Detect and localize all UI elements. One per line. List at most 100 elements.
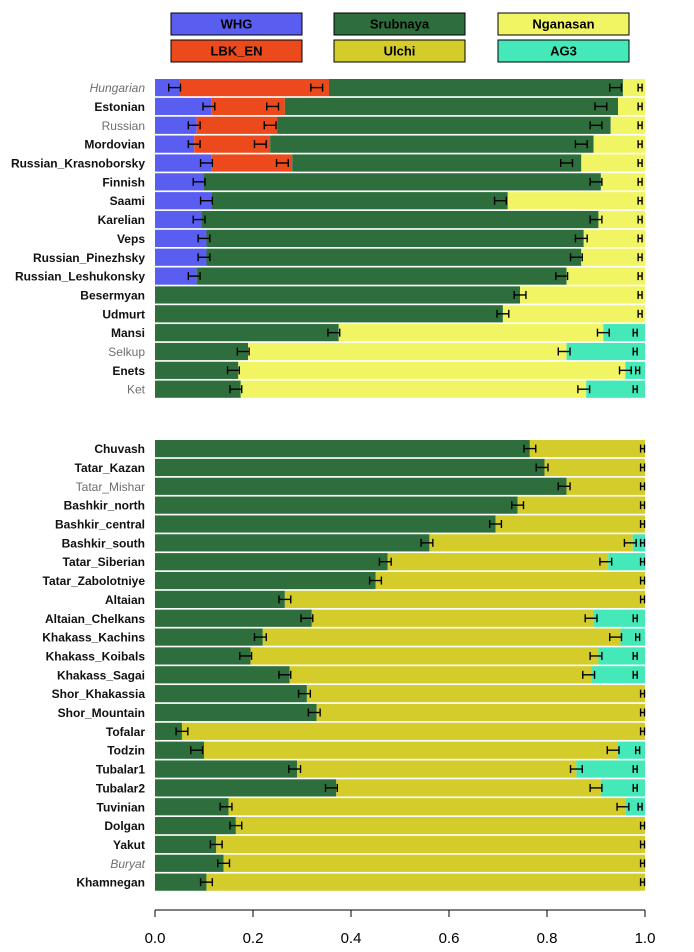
bar-row-altaian-chelkans bbox=[155, 609, 645, 627]
bar-row-russian bbox=[155, 116, 645, 134]
bar-segment-tuvinian-ulchi bbox=[228, 798, 626, 816]
error-bar-khakass-sagai-2 bbox=[632, 670, 638, 679]
bar-segment-tubalar2-srubnaya bbox=[155, 779, 337, 797]
x-tick-label-1: 0.2 bbox=[243, 930, 264, 947]
error-bar-khamnegan-0 bbox=[199, 878, 214, 887]
error-bar-karelian-0 bbox=[192, 215, 206, 224]
bar-row-shor-khakassia bbox=[155, 685, 646, 703]
bar-row-enets bbox=[155, 361, 645, 379]
bar-segment-mansi-nganasan bbox=[338, 324, 604, 342]
bar-segment-estonian-nganasan bbox=[618, 97, 645, 116]
bar-segment-saami-nganasan bbox=[507, 192, 645, 210]
bar-segment-ket-ag3 bbox=[586, 380, 645, 398]
bar-segment-ket-nganasan bbox=[240, 380, 587, 398]
bar-segment-tuvinian-srubnaya bbox=[155, 798, 229, 816]
row-label-russian-leshukonsky: Russian_Leshukonsky bbox=[15, 270, 145, 284]
error-bar-tubalar2-1 bbox=[589, 783, 603, 792]
error-bar-bashkir-north-0 bbox=[511, 501, 525, 510]
bar-row-tatar-zabolotniye bbox=[155, 571, 646, 590]
bar-segment-bashkir-central-srubnaya bbox=[155, 515, 496, 533]
bar-row-khamnegan bbox=[155, 873, 646, 891]
bar-segment-khakass-sagai-ag3 bbox=[591, 666, 645, 684]
bar-segment-finnish-whg bbox=[155, 173, 204, 191]
error-bar-khakass-koibals-1 bbox=[589, 651, 603, 660]
row-label-russian: Russian bbox=[102, 119, 145, 133]
row-label-dolgan: Dolgan bbox=[104, 819, 145, 833]
bar-segment-karelian-whg bbox=[155, 210, 202, 229]
bar-segment-shor-mountain-srubnaya bbox=[155, 703, 317, 722]
error-bar-hungarian-3 bbox=[637, 83, 643, 92]
bar-segment-mordovian-nganasan bbox=[593, 135, 645, 153]
error-bar-yakut-1 bbox=[639, 840, 646, 849]
error-bar-tatar-siberian-0 bbox=[378, 557, 392, 566]
bar-segment-khakass-koibals-ulchi bbox=[250, 647, 599, 665]
error-bar-tatar-mishar-0 bbox=[557, 482, 571, 491]
bar-row-veps bbox=[155, 229, 645, 247]
bar-row-tatar-siberian bbox=[155, 553, 646, 571]
x-tick-label-5: 1.0 bbox=[635, 930, 656, 947]
bar-segment-altaian-srubnaya bbox=[155, 590, 285, 608]
error-bar-bashkir-north-1 bbox=[639, 501, 646, 510]
bar-segment-yakut-ulchi bbox=[216, 835, 645, 854]
error-bar-selkup-1 bbox=[557, 347, 571, 356]
bar-segment-bashkir-north-ulchi bbox=[517, 496, 645, 514]
bar-segment-yakut-srubnaya bbox=[155, 835, 217, 854]
error-bar-khakass-sagai-1 bbox=[582, 670, 596, 679]
bar-row-hungarian bbox=[155, 79, 645, 97]
bar-segment-selkup-nganasan bbox=[248, 342, 567, 361]
bar-segment-khakass-sagai-ulchi bbox=[289, 666, 592, 684]
bar-segment-altaian-chelkans-srubnaya bbox=[155, 609, 312, 627]
error-bar-russian-2 bbox=[589, 121, 603, 130]
bar-row-dolgan bbox=[155, 817, 646, 835]
row-label-udmurt: Udmurt bbox=[102, 307, 145, 321]
bar-row-finnish bbox=[155, 173, 645, 191]
bar-segment-khakass-kachins-ulchi bbox=[262, 628, 621, 646]
error-bar-hungarian-0 bbox=[168, 83, 182, 92]
bar-segment-buryat-srubnaya bbox=[155, 854, 224, 872]
bar-segment-khamnegan-srubnaya bbox=[155, 873, 207, 891]
error-bar-besermyan-1 bbox=[637, 290, 643, 299]
error-bar-mansi-0 bbox=[327, 328, 341, 337]
bar-segment-mordovian-whg bbox=[155, 135, 195, 153]
bar-segment-khakass-koibals-srubnaya bbox=[155, 647, 251, 665]
error-bar-tubalar2-2 bbox=[632, 783, 638, 792]
bar-row-russian-pinezhsky bbox=[155, 248, 645, 266]
bars bbox=[155, 79, 646, 891]
bar-row-tubalar2 bbox=[155, 779, 645, 797]
bar-segment-veps-whg bbox=[155, 229, 207, 247]
bar-segment-selkup-srubnaya bbox=[155, 342, 249, 361]
error-bar-karelian-2 bbox=[637, 215, 643, 224]
error-bar-mordovian-3 bbox=[637, 140, 643, 149]
error-bar-tuvinian-1 bbox=[616, 802, 630, 811]
bar-segment-tofalar-srubnaya bbox=[155, 722, 182, 740]
error-bar-bashkir-central-1 bbox=[639, 520, 646, 528]
error-bar-altaian-0 bbox=[278, 595, 292, 604]
error-bar-ket-0 bbox=[229, 385, 243, 394]
bar-segment-altaian-chelkans-ag3 bbox=[593, 609, 645, 627]
error-bar-tofalar-1 bbox=[639, 727, 646, 736]
bar-segment-selkup-ag3 bbox=[566, 342, 645, 361]
error-bar-buryat-1 bbox=[639, 859, 646, 868]
legend-label-lbk-en: LBK_EN bbox=[210, 44, 262, 59]
bar-row-chuvash bbox=[155, 440, 646, 458]
error-bar-mordovian-0 bbox=[187, 140, 201, 149]
row-labels: Hungarian Estonian Russian Mordovian Russian… bbox=[11, 81, 146, 890]
bar-segment-karelian-srubnaya bbox=[201, 210, 599, 229]
bar-segment-russian-pinezhsky-whg bbox=[155, 248, 207, 266]
error-bar-enets-1 bbox=[618, 366, 632, 375]
legend-item-nganasan: Nganasan bbox=[497, 12, 630, 36]
legend-item-ulchi: Ulchi bbox=[333, 39, 466, 63]
error-bar-tofalar-0 bbox=[175, 727, 189, 736]
row-label-saami: Saami bbox=[110, 194, 145, 208]
bar-row-karelian bbox=[155, 210, 645, 229]
row-label-altaian: Altaian bbox=[105, 593, 145, 607]
error-bar-khakass-kachins-2 bbox=[634, 633, 641, 642]
error-bar-altaian-1 bbox=[639, 595, 646, 604]
error-bar-besermyan-0 bbox=[513, 290, 527, 299]
row-label-khakass-kachins: Khakass_Kachins bbox=[42, 631, 145, 645]
bar-row-altaian bbox=[155, 590, 646, 608]
bar-row-tatar-mishar bbox=[155, 477, 646, 495]
row-label-altaian-chelkans: Altaian_Chelkans bbox=[45, 612, 145, 626]
bar-segment-altaian-chelkans-ulchi bbox=[311, 609, 594, 627]
bar-segment-finnish-srubnaya bbox=[204, 173, 601, 191]
